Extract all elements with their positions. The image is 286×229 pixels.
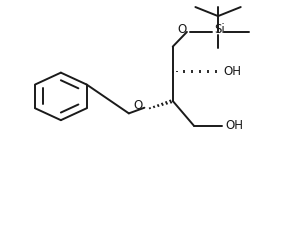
Text: OH: OH	[224, 65, 242, 78]
Text: O: O	[134, 99, 143, 112]
Text: Si: Si	[214, 23, 225, 36]
Text: O: O	[177, 23, 186, 36]
Text: OH: OH	[226, 119, 244, 132]
